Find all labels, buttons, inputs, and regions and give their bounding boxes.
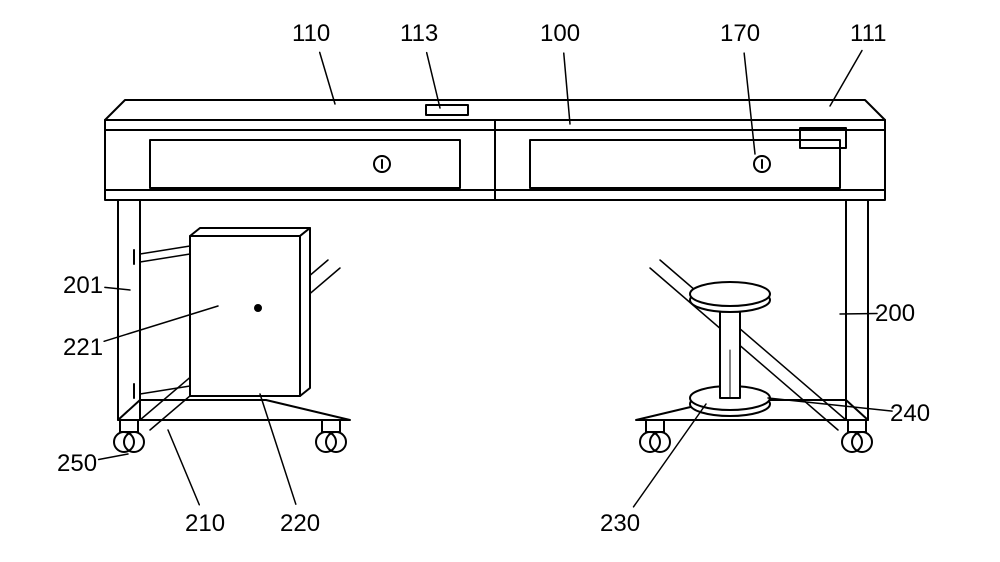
callout-111: 111	[850, 20, 886, 48]
callout-240: 240	[890, 400, 930, 428]
leader-110	[320, 52, 335, 104]
leader-111	[830, 51, 862, 106]
callout-220: 220	[280, 510, 320, 538]
caster-right-inner	[640, 420, 670, 452]
figure-stage: 110 113 100 170 111 201 221 250 210 220 230 200 240	[0, 0, 1000, 562]
callout-221: 221	[63, 334, 103, 362]
callout-100: 100	[540, 20, 580, 48]
tabletop	[105, 100, 885, 200]
callout-230: 230	[600, 510, 640, 538]
callout-170: 170	[720, 20, 760, 48]
callout-113: 113	[400, 20, 438, 48]
leader-250	[99, 454, 128, 460]
leader-210	[168, 430, 199, 505]
callout-250: 250	[57, 450, 97, 478]
leader-220	[260, 394, 296, 504]
callout-210: 210	[185, 510, 225, 538]
stool	[690, 282, 770, 416]
leader-200	[840, 313, 877, 314]
leader-100	[564, 53, 570, 124]
caster-right-outer	[842, 420, 872, 452]
callout-110: 110	[292, 20, 330, 48]
callout-201: 201	[63, 272, 103, 300]
callout-200: 200	[875, 300, 915, 328]
caster-left-inner	[316, 420, 346, 452]
caster-left-outer	[114, 420, 144, 452]
computer-cabinet	[134, 228, 310, 398]
leader-170	[744, 53, 755, 154]
technical-drawing-svg	[0, 0, 1000, 562]
